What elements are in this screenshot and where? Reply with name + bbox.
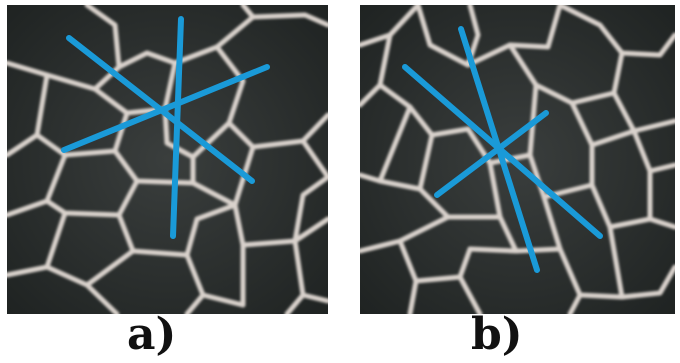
panel-a-background <box>7 5 328 314</box>
panel-a-label: a) <box>127 309 177 360</box>
panel-a-line-2 <box>170 16 184 239</box>
panel-a-line-3 <box>61 64 270 153</box>
panel-b-image <box>360 5 675 314</box>
panel-b-line-3 <box>434 110 549 198</box>
panel-b-direction-lines <box>402 26 603 273</box>
panel-a-cell-walls <box>7 5 328 314</box>
panel-a-direction-lines <box>61 16 270 239</box>
panel-a-image <box>7 5 328 314</box>
panel-a-svg <box>7 5 328 314</box>
panel-b-svg <box>360 5 675 314</box>
panel-b-label: b) <box>471 309 523 360</box>
